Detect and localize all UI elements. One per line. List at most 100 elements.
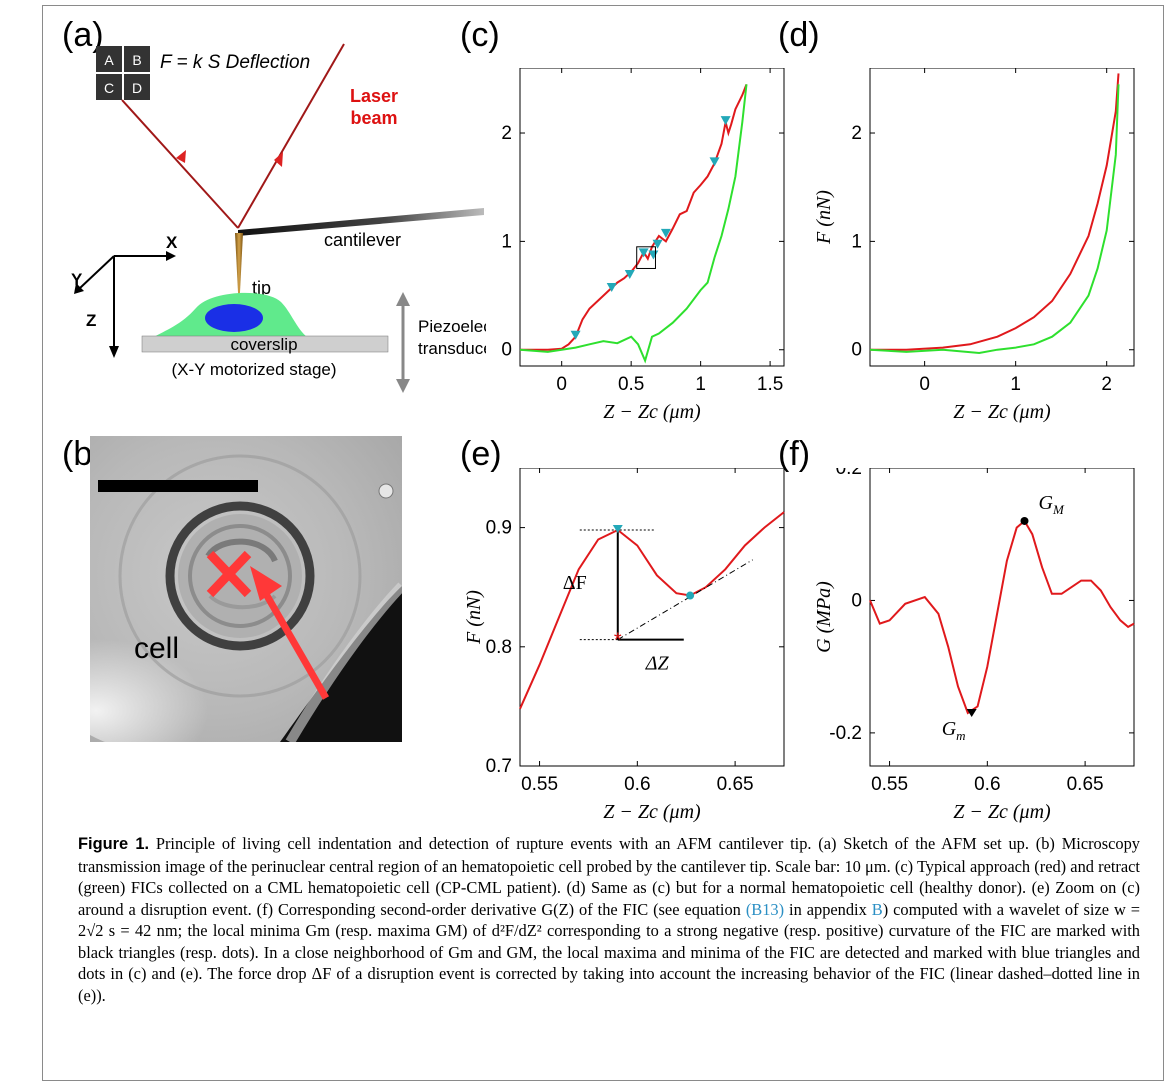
base-marker: * [614, 630, 622, 652]
series-approach [520, 83, 748, 351]
panel-label-e: (e) [460, 435, 502, 473]
laser-label-1: Laser [350, 86, 398, 106]
delta-z-label: ΔZ [645, 653, 670, 675]
arrow-up-icon [396, 292, 410, 306]
x-tick-label: 0 [556, 374, 567, 395]
figure-caption: Figure 1. Principle of living cell inden… [78, 833, 1140, 1006]
xyz-axes [79, 255, 166, 348]
cantilever-label: cantilever [324, 230, 401, 250]
equation-link[interactable]: (B13) [745, 899, 785, 919]
scale-bar [98, 480, 258, 492]
x-tick-label: 1 [695, 374, 706, 395]
y-tick-label: 0 [851, 590, 862, 611]
x-tick-label: 0.6 [974, 774, 1000, 795]
y-tick-label: 0 [851, 340, 862, 361]
series-G [869, 519, 1135, 715]
laser-label-2: beam [350, 108, 397, 128]
piezo-label-2: transducer (Z) [418, 339, 486, 358]
x-tick-label: 0.6 [624, 774, 650, 795]
chart-c: 0 0.5 1 1.5 0 1 2 Z − Zc (μm) [501, 68, 785, 423]
series-retract [869, 84, 1120, 355]
g-max-label: GM [1038, 492, 1064, 517]
panel-label-f: (f) [778, 435, 811, 473]
plot-frame [519, 468, 785, 767]
nucleus [205, 304, 263, 332]
stage-label: (X-Y motorized stage) [171, 360, 336, 379]
y-tick-label: -0.2 [829, 723, 862, 744]
deflection-formula: F = k S Deflection [160, 52, 310, 73]
plot-frame [869, 468, 1135, 767]
y-axis-label: F (nN) [463, 590, 485, 645]
beam-arrow-icon [274, 152, 283, 167]
y-tick-label: 0.9 [486, 518, 512, 539]
quadrant-b: B [132, 52, 141, 68]
y-axis-label: G (MPa) [813, 581, 835, 653]
appendix-link[interactable]: B [871, 899, 883, 919]
cell-label: cell [134, 632, 179, 665]
tip-label: tip [252, 278, 271, 298]
x-tick-label: 1 [1010, 374, 1021, 395]
cantilever [238, 208, 484, 236]
series-retract [519, 84, 748, 364]
caption-text-2: in appendix [784, 899, 872, 919]
y-tick-label: 2 [501, 123, 512, 144]
y-axis-label: F (nN) [813, 190, 835, 245]
laser-beam [121, 43, 345, 229]
panel-label-d: (d) [778, 16, 820, 54]
caption-text-1: Principle of living cell indentation and… [78, 834, 1140, 919]
local-max-marker [612, 524, 623, 533]
delta-f-label: ΔF [563, 572, 587, 594]
event-marker [652, 239, 663, 249]
x-tick-label: 0.5 [618, 374, 644, 395]
event-marker [660, 228, 671, 238]
red-arrow [262, 592, 330, 700]
y-tick-label: 2 [851, 123, 862, 144]
series-approach [870, 73, 1120, 351]
y-tick-label: 0.2 [836, 468, 862, 479]
x-axis-label: X [166, 233, 178, 252]
arrow-head-icon [250, 566, 282, 601]
y-tick-label: 1 [851, 231, 862, 252]
x-axis-label: Z − Zc (μm) [953, 801, 1051, 823]
afm-tip [235, 233, 243, 312]
g-max-sub: M [1052, 502, 1065, 517]
panel-label-c: (c) [460, 16, 500, 54]
z-arrow-icon [109, 346, 119, 358]
chart-d: 0 1 2 0 1 2 Z − Zc (μm) F (nN) [813, 68, 1135, 423]
chart-f: 0.55 0.6 0.65 -0.2 0 0.2 Z − Zc (μm) G (MPa) GM G… [813, 468, 1135, 823]
y-tick-label: 1 [501, 231, 512, 252]
x-tick-label: 1.5 [757, 374, 783, 395]
coverslip-label: coverslip [230, 335, 297, 354]
g-max-dot [1020, 516, 1029, 525]
event-marker [624, 270, 635, 280]
x-axis-label: Z − Zc (μm) [603, 801, 701, 823]
g-min-sub: m [956, 728, 965, 743]
x-axis-label: Z − Zc (μm) [953, 401, 1051, 423]
afm-setup-sketch: A B C D F = k S Deflection Laser beam ca… [71, 43, 486, 393]
coverslip [141, 335, 389, 353]
quadrant-c: C [104, 80, 114, 96]
event-marker [570, 330, 581, 340]
event-marker [709, 157, 720, 167]
quadrant-d: D [132, 80, 142, 96]
beam-arrow-icon [176, 150, 186, 163]
zoom-box [636, 246, 656, 269]
chart-e: 0.55 0.6 0.65 0.7 0.8 0.9 Z − Zc (μm) F (nN) * ΔF… [463, 468, 785, 823]
x-tick-label: 0.55 [871, 774, 908, 795]
x-arrow-icon [166, 251, 176, 261]
z-axis-label: Z [86, 311, 96, 330]
quadrant-a: A [104, 52, 114, 68]
photodetector: A B C D [96, 46, 150, 100]
event-marker [606, 283, 617, 293]
local-min-marker [686, 591, 695, 600]
series-approach [519, 511, 785, 710]
caption-text-3: ) computed with a wavelet of size w = 2√… [78, 899, 1140, 1005]
figure-frame [42, 5, 1164, 1081]
g-min-triangle [966, 709, 977, 718]
caption-title: Figure 1. [78, 835, 150, 853]
plot-frame [869, 68, 1135, 367]
y-tick-label: 0.7 [486, 756, 512, 777]
arrow-down-icon [396, 379, 410, 393]
x-tick-label: 0.65 [1067, 774, 1104, 795]
y-tick-label: 0.8 [486, 637, 512, 658]
